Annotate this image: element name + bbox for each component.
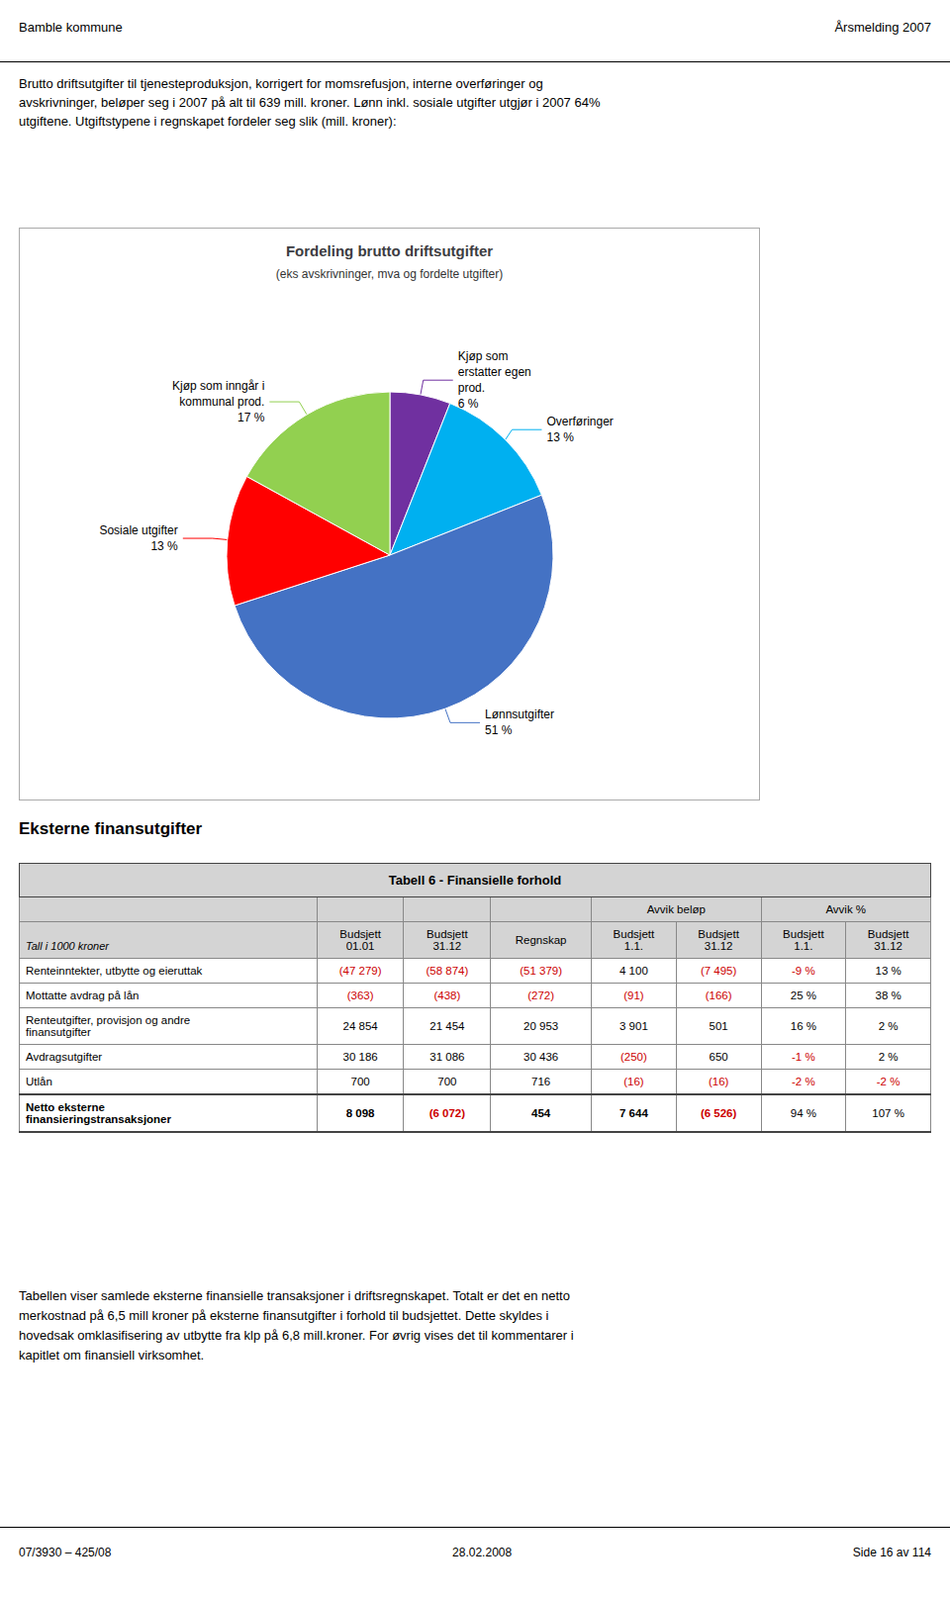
svg-text:Overføringer: Overføringer (546, 414, 613, 429)
html-text:(91): (91) (623, 989, 644, 1002)
html-text:Bamble kommune: Bamble kommune (18, 19, 123, 35)
svg-text:51 %: 51 % (484, 723, 513, 738)
html-text:Netto eksterne finansieringstr: Netto eksterne finansieringstransaksjone… (25, 1101, 172, 1126)
html-text:-2 %: -2 % (791, 1075, 816, 1088)
html-text:454: 454 (531, 1107, 551, 1120)
html-text:Renteutgifter, provisjon og an: Renteutgifter, provisjon og andre finans… (25, 1014, 191, 1039)
html-text:Budsjett 1.1.: Budsjett 1.1. (613, 928, 655, 952)
html-text:(58 874): (58 874) (425, 964, 469, 977)
svg-text:Fordeling brutto driftsutgifte: Fordeling brutto driftsutgifter (285, 242, 493, 260)
html-text:28.02.2008: 28.02.2008 (452, 1545, 512, 1560)
svg-text:6 %: 6 % (458, 396, 479, 411)
html-text:Regnskap: Regnskap (515, 934, 567, 947)
html-text:31 086: 31 086 (429, 1050, 465, 1063)
html-text:Tall i 1000 kroner: Tall i 1000 kroner (25, 940, 109, 952)
html-text:(6 526): (6 526) (700, 1107, 737, 1120)
html-text:30 186: 30 186 (342, 1050, 378, 1063)
svg-text:Kjøp som: Kjøp som (458, 349, 509, 364)
html-text:(7 495): (7 495) (700, 964, 737, 977)
html-text:(272): (272) (527, 989, 555, 1002)
html-text:16 %: 16 % (790, 1020, 817, 1033)
html-text:Årsmelding 2007: Årsmelding 2007 (834, 19, 932, 35)
svg-text:erstatter egen: erstatter egen (458, 365, 532, 380)
html-text:650: 650 (709, 1050, 729, 1063)
html-text:-2 %: -2 % (876, 1075, 900, 1088)
svg-text:prod.: prod. (458, 380, 485, 395)
html-text:Tabell 6 - Finansielle forhold: Tabell 6 - Finansielle forhold (388, 872, 562, 888)
html-text:(363): (363) (347, 989, 374, 1002)
html-text:(438): (438) (433, 989, 461, 1002)
html-text:07/3930 – 425/08: 07/3930 – 425/08 (18, 1545, 112, 1560)
html-text:Budsjett 31.12: Budsjett 31.12 (867, 928, 909, 952)
svg-text:(eks avskrivninger, mva og for: (eks avskrivninger, mva og fordelte utgi… (276, 267, 503, 282)
html-text:Mottatte avdrag på lån: Mottatte avdrag på lån (25, 989, 139, 1002)
html-text:Eksterne finansutgifter: Eksterne finansutgifter (18, 819, 203, 839)
html-text:4 100: 4 100 (619, 964, 648, 977)
html-text:700: 700 (437, 1075, 457, 1088)
html-text:Avvik %: Avvik % (825, 903, 866, 916)
html-text:Brutto driftsutgifter til tjen: Brutto driftsutgifter til tjenesteproduk… (18, 76, 601, 129)
html-text:107 %: 107 % (872, 1107, 905, 1120)
html-text:7 644: 7 644 (619, 1107, 648, 1120)
html-text:(6 072): (6 072) (429, 1107, 466, 1120)
html-text:(51 379): (51 379) (519, 964, 563, 977)
html-text:13 %: 13 % (875, 964, 902, 977)
html-text:(250): (250) (620, 1050, 647, 1063)
html-text:Tabellen viser samlede ekstern: Tabellen viser samlede eksterne finansie… (18, 1288, 574, 1364)
html-text:Avdragsutgifter: Avdragsutgifter (25, 1050, 103, 1063)
svg-text:13 %: 13 % (150, 539, 179, 554)
html-text:Side 16 av 114: Side 16 av 114 (852, 1545, 932, 1560)
html-text:94 %: 94 % (790, 1107, 817, 1120)
html-text:Avvik beløp: Avvik beløp (646, 903, 706, 916)
html-text:(16): (16) (708, 1075, 729, 1088)
html-text:-1 %: -1 % (791, 1050, 816, 1063)
html-text:Budsjett 31.12: Budsjett 31.12 (697, 928, 740, 952)
html-text:3 901: 3 901 (619, 1020, 648, 1033)
html-text:2 %: 2 % (878, 1020, 899, 1033)
svg-text:Lønnsutgifter: Lønnsutgifter (484, 707, 555, 722)
html-text:Budsjett 1.1.: Budsjett 1.1. (782, 928, 824, 952)
svg-text:17 %: 17 % (237, 410, 266, 425)
html-text:Utlån: Utlån (25, 1075, 53, 1088)
html-text:(16): (16) (623, 1075, 644, 1088)
html-text:Renteinntekter, utbytte og eie: Renteinntekter, utbytte og eieruttak (25, 964, 203, 977)
html-text:Budsjett 01.01: Budsjett 01.01 (339, 928, 381, 952)
html-text:8 098: 8 098 (346, 1107, 375, 1120)
html-text:2 %: 2 % (878, 1050, 899, 1063)
svg-text:13 %: 13 % (546, 430, 574, 445)
html-text:21 454: 21 454 (429, 1020, 465, 1033)
html-text:501: 501 (709, 1020, 729, 1033)
svg-text:Kjøp som inngår i: Kjøp som inngår i (172, 379, 265, 393)
svg-text:kommunal prod.: kommunal prod. (179, 394, 265, 409)
svg-text:Sosiale utgifter: Sosiale utgifter (98, 523, 178, 538)
html-text:24 854: 24 854 (342, 1020, 378, 1033)
html-text:Budsjett 31.12: Budsjett 31.12 (426, 928, 468, 952)
html-text:25 %: 25 % (790, 989, 817, 1002)
html-text:(166): (166) (705, 989, 732, 1002)
html-text:716: 716 (531, 1075, 551, 1088)
html-text:(47 279): (47 279) (339, 964, 382, 977)
html-text:20 953: 20 953 (523, 1020, 559, 1033)
html-text:30 436: 30 436 (523, 1050, 559, 1063)
html-text:-9 %: -9 % (791, 964, 816, 977)
html-text:38 %: 38 % (875, 989, 902, 1002)
html-text:700: 700 (350, 1075, 370, 1088)
